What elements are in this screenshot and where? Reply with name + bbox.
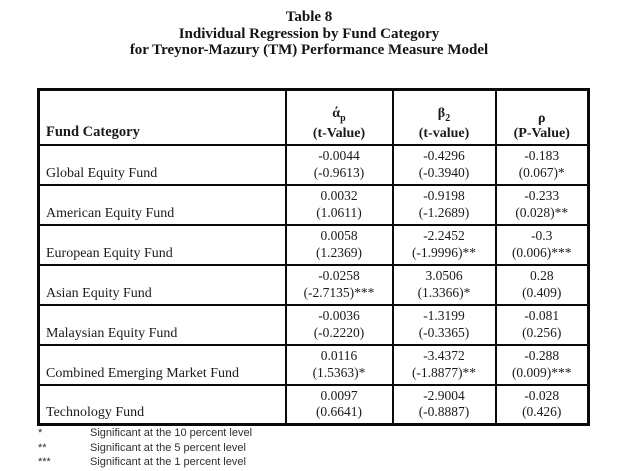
alpha-symbol: άp [332,105,346,124]
footnote-marker: * [38,427,43,439]
regression-table: Fund Category άp (t-Value) β2 (t-value) … [37,88,590,426]
alpha-cell: 0.0058 (1.2369) [284,223,394,266]
fund-category-cell: Asian Equity Fund [37,263,287,306]
beta-cell: -2.9004 (-0.8887) [391,383,497,426]
alpha-cell: 0.0097 (0.6641) [284,383,394,426]
beta-t-value-label: (t-value) [418,125,470,141]
fund-category-cell: Malaysian Equity Fund [37,303,287,346]
fund-category-cell: European Equity Fund [37,223,287,266]
alpha-cell: -0.0036 (-0.2220) [284,303,394,346]
table-row: Asian Equity Fund -0.0258 (-2.7135)*** 3.… [37,263,590,306]
table-row: European Equity Fund 0.0058 (1.2369) -2.2… [37,223,590,266]
beta-cell: 3.0506 (1.3366)* [391,263,497,306]
fund-category-cell: Combined Emerging Market Fund [37,343,287,386]
rho-cell: -0.233 (0.028)** [494,183,590,226]
footnote-marker: ** [38,441,47,454]
beta-cell: -2.2452 (-1.9996)** [391,223,497,266]
alpha-cell: -0.0044 (-0.9613) [284,143,394,186]
rho-cell: -0.288 (0.009)*** [494,343,590,386]
alpha-t-value-label: (t-Value) [312,125,366,141]
significance-footnotes: * Significant at the 10 percent level **… [38,426,438,470]
beta-cell: -0.9198 (-1.2689) [391,183,497,226]
footnote-1-percent: *** Significant at the 1 percent level [38,455,438,470]
table-title-line2: Individual Regression by Fund Category [178,25,440,42]
footnote-marker: *** [38,456,51,469]
table-row: Malaysian Equity Fund -0.0036 (-0.2220) -… [37,303,590,346]
footnote-text: Significant at the 1 percent level [90,456,246,469]
table-header-row: Fund Category άp (t-Value) β2 (t-value) … [37,88,590,146]
fund-category-cell: Global Equity Fund [37,143,287,186]
rho-p-value-label: (P-Value) [513,125,570,141]
beta-cell: -3.4372 (-1.8877)** [391,343,497,386]
rho-cell: 0.28 (0.409) [494,263,590,306]
table-row: Global Equity Fund -0.0044 (-0.9613) -0.4… [37,143,590,186]
table-row: Technology Fund 0.0097 (0.6641) -2.9004 (-… [37,383,590,426]
fund-category-cell: Technology Fund [37,383,287,426]
beta-cell: -0.4296 (-0.3940) [391,143,497,186]
alpha-cell: -0.0258 (-2.7135)*** [284,263,394,306]
footnote-5-percent: ** Significant at the 5 percent level [38,441,438,456]
footnote-text: Significant at the 10 percent level [90,427,253,439]
beta-cell: -1.3199 (-0.3365) [391,303,497,346]
rho-symbol: ρ [538,110,546,126]
table-title-line3: for Treynor-Mazury (TM) Performance Meas… [129,42,489,58]
column-header-rho: ρ (P-Value) [494,88,590,146]
beta-symbol: β2 [437,105,451,124]
table-title-number: Table 8 [285,9,333,25]
alpha-cell: 0.0116 (1.5363)* [284,343,394,386]
rho-cell: -0.3 (0.006)*** [494,223,590,266]
rho-cell: -0.183 (0.067)* [494,143,590,186]
column-header-beta: β2 (t-value) [391,88,497,146]
alpha-cell: 0.0032 (1.0611) [284,183,394,226]
table-row: Combined Emerging Market Fund 0.0116 (1.5… [37,343,590,386]
rho-cell: -0.028 (0.426) [494,383,590,426]
footnote-text: Significant at the 5 percent level [90,441,246,454]
rho-cell: -0.081 (0.256) [494,303,590,346]
table-title: Table 8 Individual Regression by Fund Ca… [0,9,618,59]
fund-category-cell: American Equity Fund [37,183,287,226]
column-header-fund-category: Fund Category [37,88,287,146]
table-row: American Equity Fund 0.0032 (1.0611) -0.9… [37,183,590,226]
column-header-alpha: άp (t-Value) [284,88,394,146]
footnote-10-percent: * Significant at the 10 percent level [38,426,438,441]
